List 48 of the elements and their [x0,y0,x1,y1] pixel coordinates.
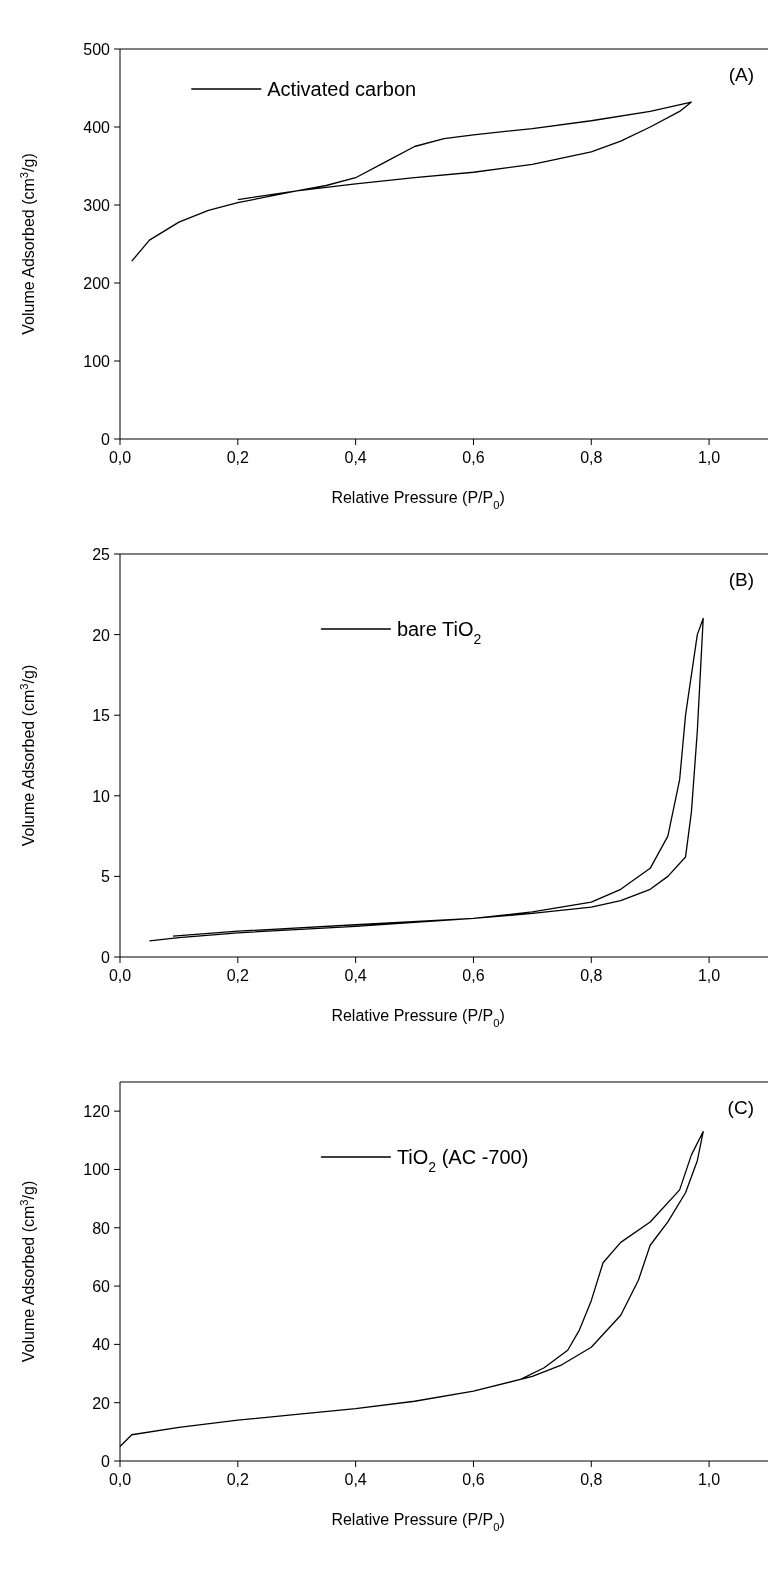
y-tick-label: 0 [101,1453,111,1470]
x-tick-label: 0,8 [580,1471,603,1488]
x-tick-label: 0,2 [226,967,250,984]
x-tick-label: 0,6 [462,1471,485,1488]
annotation: (C) [727,1097,754,1118]
y-tick-label: 15 [92,707,111,725]
legend-label: TiO$_{2}$ (AC -700) [396,1146,529,1175]
y-tick-label: 500 [83,41,111,58]
legend-label: Activated carbon [267,78,417,100]
y-tick-label: 60 [92,1278,111,1296]
annotation: (A) [728,64,754,85]
y-tick-label: 0 [101,431,111,448]
x-tick-label: 0,8 [580,967,603,984]
x-axis-title: Relative Pressure (P/P$_{0}$) [331,1511,505,1533]
x-tick-label: 0,2 [226,449,250,466]
x-tick-label: 0,0 [108,449,132,466]
y-tick-label: 0 [101,949,111,966]
legend-label: bare TiO$_{2}$ [396,618,482,647]
x-tick-label: 0,0 [108,1471,132,1488]
y-tick-label: 80 [92,1219,111,1237]
annotation: (B) [728,569,754,590]
y-tick-label: 200 [83,275,111,292]
y-tick-label: 40 [92,1336,111,1354]
line-series [148,617,704,942]
y-tick-label: 5 [101,868,111,886]
x-tick-label: 0,4 [344,449,367,466]
y-tick-label: 100 [83,1161,111,1179]
x-tick-label: 0,6 [462,449,485,466]
x-axis-title: Relative Pressure (P/P$_{0}$) [331,489,505,511]
y-tick-label: 120 [83,1103,111,1121]
y-tick-label: 25 [92,546,111,563]
x-tick-label: 0,2 [226,1471,250,1488]
y-tick-label: 100 [83,353,111,370]
y-tick-label: 10 [92,787,111,805]
x-tick-label: 0,8 [580,449,603,466]
y-tick-label: 20 [92,626,111,644]
x-tick-label: 0,4 [344,1471,367,1488]
y-tick-label: 300 [83,197,111,214]
x-tick-label: 1,0 [697,967,721,984]
x-tick-label: 1,0 [697,1471,721,1488]
x-tick-label: 0,6 [462,967,485,984]
x-tick-label: 0,0 [108,967,132,984]
x-axis-title: Relative Pressure (P/P$_{0}$) [331,1007,505,1029]
line-series [131,101,693,262]
x-tick-label: 1,0 [697,449,721,466]
y-tick-label: 20 [92,1394,111,1412]
x-tick-label: 0,4 [344,967,367,984]
y-tick-label: 400 [83,119,111,136]
